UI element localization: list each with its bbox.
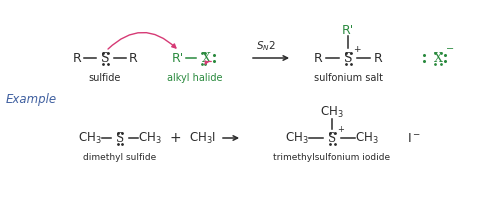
Text: CH$_3$: CH$_3$ (78, 130, 102, 146)
Text: R: R (314, 51, 323, 64)
Text: +: + (337, 124, 345, 134)
Text: +: + (353, 45, 361, 53)
Text: R': R' (342, 23, 354, 36)
Text: Example: Example (6, 94, 57, 106)
Text: CH$_3$I: CH$_3$I (189, 130, 216, 146)
Text: $S_N2$: $S_N2$ (256, 39, 276, 53)
Text: sulfide: sulfide (89, 73, 121, 83)
Text: S: S (116, 132, 124, 144)
Text: S: S (344, 51, 352, 64)
Text: −: − (446, 44, 454, 54)
Text: trimethylsulfonium iodide: trimethylsulfonium iodide (273, 154, 390, 162)
Text: R: R (73, 51, 82, 64)
Text: S: S (328, 132, 336, 144)
FancyArrowPatch shape (108, 32, 176, 49)
Text: +: + (169, 131, 181, 145)
Text: dimethyl sulfide: dimethyl sulfide (83, 154, 157, 162)
Text: R: R (129, 51, 137, 64)
Text: S: S (101, 51, 109, 64)
Text: X: X (202, 51, 211, 64)
Text: CH$_3$: CH$_3$ (320, 104, 344, 120)
Text: I$^-$: I$^-$ (407, 132, 421, 144)
FancyArrowPatch shape (205, 61, 211, 64)
Text: CH$_3$: CH$_3$ (355, 130, 379, 146)
Text: X: X (434, 51, 442, 64)
Text: R: R (374, 51, 382, 64)
Text: CH$_3$: CH$_3$ (138, 130, 162, 146)
Text: CH$_3$: CH$_3$ (285, 130, 309, 146)
Text: R': R' (172, 51, 184, 64)
Text: sulfonium salt: sulfonium salt (313, 73, 382, 83)
Text: alkyl halide: alkyl halide (167, 73, 223, 83)
